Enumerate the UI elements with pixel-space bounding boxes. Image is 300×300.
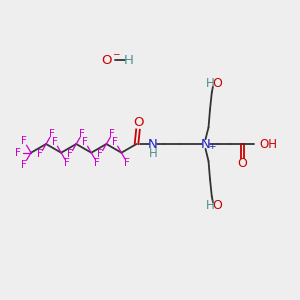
Text: N: N	[201, 137, 210, 151]
Text: O: O	[212, 77, 222, 90]
Text: −: −	[112, 49, 119, 58]
Text: F: F	[22, 160, 27, 170]
Text: +: +	[208, 142, 216, 151]
Text: F: F	[22, 136, 27, 146]
Text: F: F	[64, 158, 70, 168]
Text: F: F	[37, 149, 43, 159]
Text: H: H	[124, 53, 134, 67]
Text: F: F	[67, 149, 73, 159]
Text: F: F	[98, 149, 103, 159]
Text: F: F	[110, 129, 115, 139]
Text: H: H	[206, 77, 215, 90]
Text: O: O	[133, 116, 143, 129]
Text: O: O	[212, 199, 222, 212]
Text: F: F	[49, 129, 55, 139]
Text: F: F	[79, 129, 85, 139]
Text: H: H	[148, 147, 158, 161]
Text: O: O	[238, 157, 247, 170]
Text: N: N	[148, 137, 157, 151]
Text: F: F	[112, 137, 118, 147]
Text: O: O	[101, 53, 112, 67]
Text: H: H	[206, 199, 215, 212]
Text: F: F	[52, 137, 58, 147]
Text: F: F	[82, 137, 88, 147]
Text: F: F	[124, 158, 130, 168]
Text: OH: OH	[260, 137, 278, 151]
Text: F: F	[94, 158, 100, 168]
Text: F: F	[15, 148, 21, 158]
